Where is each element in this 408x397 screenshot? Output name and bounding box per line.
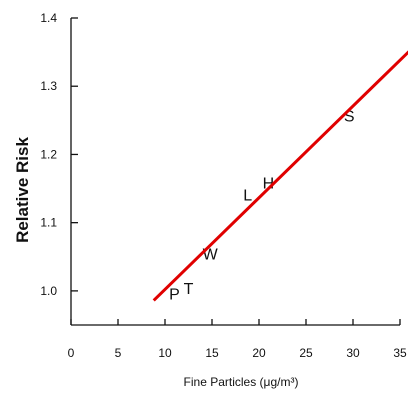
regression-line	[152, 50, 408, 302]
data-point: P	[169, 287, 180, 304]
x-tick-label: 35	[393, 346, 407, 360]
x-tick-label: 5	[115, 346, 122, 360]
data-point: S	[344, 109, 355, 126]
y-tick-label: 1.4	[40, 11, 57, 25]
x-tick-label: 25	[299, 346, 313, 360]
data-point: H	[263, 175, 275, 192]
y-tick-label: 1.3	[40, 79, 57, 93]
x-tick-label: 15	[205, 346, 219, 360]
x-tick-label: 10	[158, 346, 172, 360]
x-ticks: 0 5 10 15 20 25 30 35	[68, 319, 407, 360]
x-tick-label: 0	[68, 346, 75, 360]
y-tick-label: 1.1	[40, 216, 57, 230]
x-axis-title: Fine Particles (μg/m³)	[184, 375, 299, 389]
y-axis-title: Relative Risk	[13, 137, 32, 243]
x-tick-label: 30	[346, 346, 360, 360]
axes	[70, 18, 400, 326]
y-ticks: 1.0 1.1 1.2 1.3 1.4	[40, 11, 78, 298]
data-point: L	[243, 188, 252, 205]
data-point: T	[184, 281, 194, 298]
x-tick-label: 20	[252, 346, 266, 360]
y-tick-label: 1.2	[40, 147, 57, 161]
y-tick-label: 1.0	[40, 284, 57, 298]
